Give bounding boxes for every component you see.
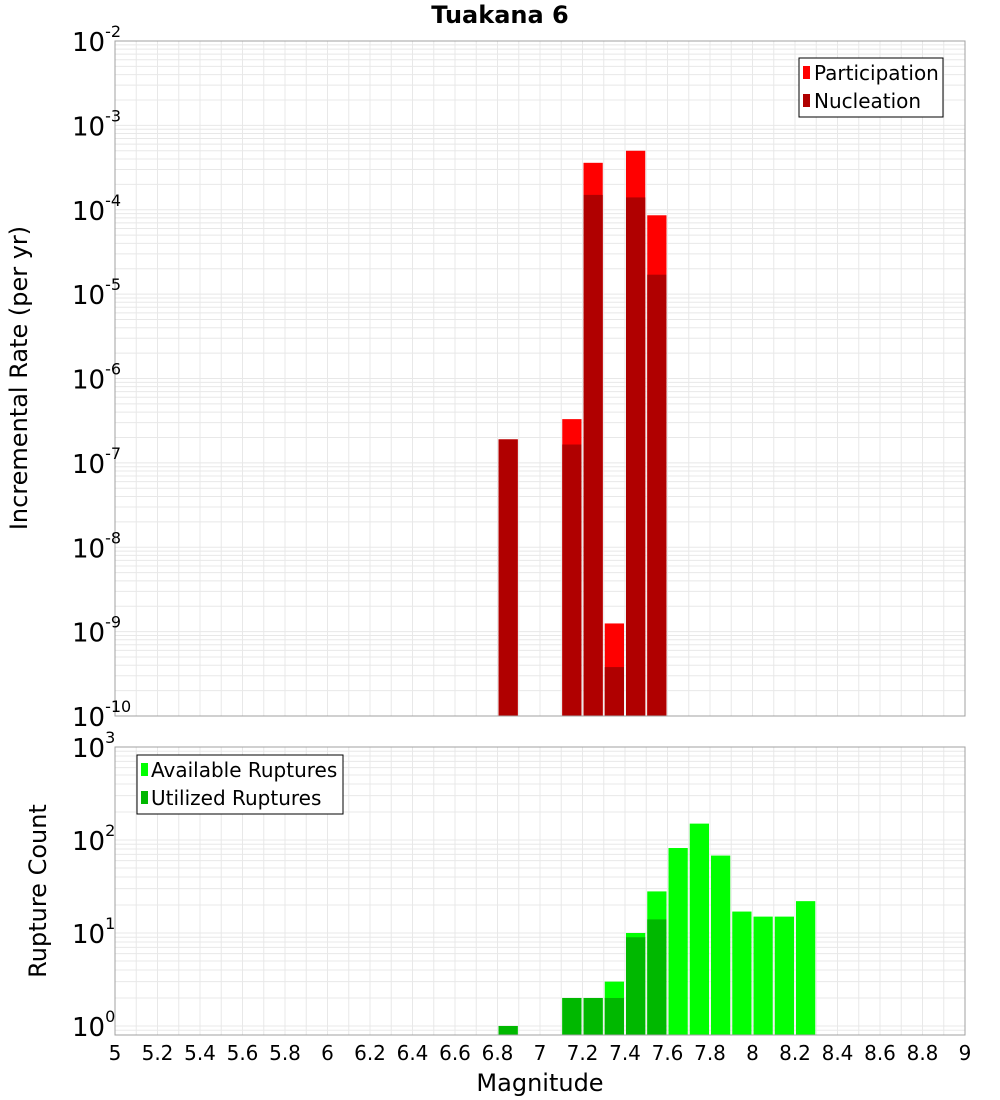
x-tick-label: 8.6 bbox=[864, 1041, 896, 1065]
bar-nucleation bbox=[498, 439, 518, 716]
x-tick-label: 8.8 bbox=[907, 1041, 939, 1065]
legend-label-participation: Participation bbox=[814, 61, 939, 85]
bar-nucleation bbox=[626, 197, 646, 717]
top-legend-box bbox=[798, 57, 944, 118]
bottom-bars bbox=[498, 823, 816, 1035]
x-tick-label: 5.8 bbox=[269, 1041, 301, 1065]
legend-swatch-utilized bbox=[141, 791, 148, 804]
bar-available-ruptures bbox=[689, 823, 709, 1035]
bottom-legend-box bbox=[136, 754, 344, 815]
bar-available-ruptures bbox=[753, 916, 773, 1035]
bar-available-ruptures bbox=[732, 911, 752, 1035]
y-tick-label: 10-6 bbox=[72, 360, 121, 396]
rupture-count-panel: 100 101 102 103 Rupture Count Available Rup… bbox=[24, 728, 971, 1097]
x-tick-label: 7.4 bbox=[609, 1041, 641, 1065]
x-tick-label: 8.2 bbox=[779, 1041, 811, 1065]
y-tick-label: 101 bbox=[72, 914, 115, 950]
top-y-axis-label: Incremental Rate (per yr) bbox=[5, 226, 33, 530]
bar-utilized-ruptures bbox=[583, 997, 603, 1035]
legend-label-nucleation: Nucleation bbox=[814, 89, 921, 113]
chart-title: Tuakana 6 bbox=[431, 1, 569, 29]
x-tick-label: 5.6 bbox=[227, 1041, 259, 1065]
y-tick-label: 10-3 bbox=[72, 106, 121, 142]
x-tick-label: 8 bbox=[746, 1041, 759, 1065]
bar-utilized-ruptures bbox=[498, 1025, 518, 1035]
legend-swatch-available bbox=[141, 763, 148, 776]
y-tick-label: 10-8 bbox=[72, 528, 121, 564]
bar-nucleation bbox=[647, 274, 667, 716]
top-gridlines bbox=[114, 41, 966, 717]
bar-available-ruptures bbox=[668, 848, 688, 1035]
x-tick-label: 7.2 bbox=[567, 1041, 599, 1065]
x-tick-label: 5.4 bbox=[184, 1041, 216, 1065]
top-y-tick-labels: 10-10 10-9 10-8 10-7 10-6 10-5 10-4 10-3 10-2 bbox=[72, 22, 131, 733]
bar-utilized-ruptures bbox=[626, 937, 646, 1035]
y-tick-label: 10-9 bbox=[72, 613, 121, 649]
y-tick-label: 102 bbox=[72, 821, 115, 857]
x-tick-label: 6.4 bbox=[397, 1041, 429, 1065]
top-legend: Participation Nucleation bbox=[798, 57, 944, 118]
bar-utilized-ruptures bbox=[604, 997, 624, 1035]
x-axis-label: Magnitude bbox=[476, 1069, 603, 1097]
bottom-plot-frame bbox=[114, 746, 966, 1036]
legend-label-available: Available Ruptures bbox=[151, 758, 337, 782]
y-tick-label: 100 bbox=[72, 1007, 115, 1043]
x-tick-label: 6 bbox=[321, 1041, 334, 1065]
y-tick-label: 10-7 bbox=[72, 444, 121, 480]
top-bars bbox=[498, 150, 667, 717]
bar-nucleation bbox=[562, 444, 582, 716]
x-tick-label: 8.4 bbox=[822, 1041, 854, 1065]
x-tick-label: 7.6 bbox=[652, 1041, 684, 1065]
bottom-y-axis-label: Rupture Count bbox=[24, 804, 52, 978]
bar-utilized-ruptures bbox=[562, 997, 582, 1035]
x-tick-label: 6.2 bbox=[354, 1041, 386, 1065]
y-tick-label: 10-2 bbox=[72, 22, 121, 58]
y-tick-label: 103 bbox=[72, 728, 115, 764]
bar-utilized-ruptures bbox=[647, 919, 667, 1035]
x-tick-label: 6.6 bbox=[439, 1041, 471, 1065]
legend-label-utilized: Utilized Ruptures bbox=[151, 786, 321, 810]
x-tick-label: 6.8 bbox=[482, 1041, 514, 1065]
y-tick-label: 10-10 bbox=[72, 697, 131, 733]
x-tick-label: 7.8 bbox=[694, 1041, 726, 1065]
legend-swatch-nucleation bbox=[803, 94, 810, 107]
bar-nucleation bbox=[583, 194, 603, 716]
bar-available-ruptures bbox=[774, 916, 794, 1035]
x-tick-label: 5 bbox=[109, 1041, 122, 1065]
x-tick-label: 9 bbox=[959, 1041, 972, 1065]
incremental-rate-panel: 10-10 10-9 10-8 10-7 10-6 10-5 10-4 10-3 10-2 In… bbox=[5, 22, 966, 733]
x-tick-label: 7 bbox=[534, 1041, 547, 1065]
y-tick-label: 10-4 bbox=[72, 191, 121, 227]
bar-nucleation bbox=[604, 667, 624, 716]
y-tick-label: 10-5 bbox=[72, 275, 121, 311]
legend-swatch-participation bbox=[803, 66, 810, 79]
x-tick-labels: 5 5.2 5.4 5.6 5.8 6 6.2 6.4 6.6 6.8 7 7.2 7.4 7.6 7.8 8… bbox=[109, 1041, 972, 1065]
bottom-legend: Available Ruptures Utilized Ruptures bbox=[136, 754, 344, 815]
x-tick-label: 5.2 bbox=[142, 1041, 174, 1065]
bar-available-ruptures bbox=[796, 901, 816, 1035]
bottom-y-tick-labels: 100 101 102 103 bbox=[72, 728, 115, 1043]
bar-available-ruptures bbox=[711, 855, 731, 1035]
top-plot-frame bbox=[114, 40, 966, 717]
